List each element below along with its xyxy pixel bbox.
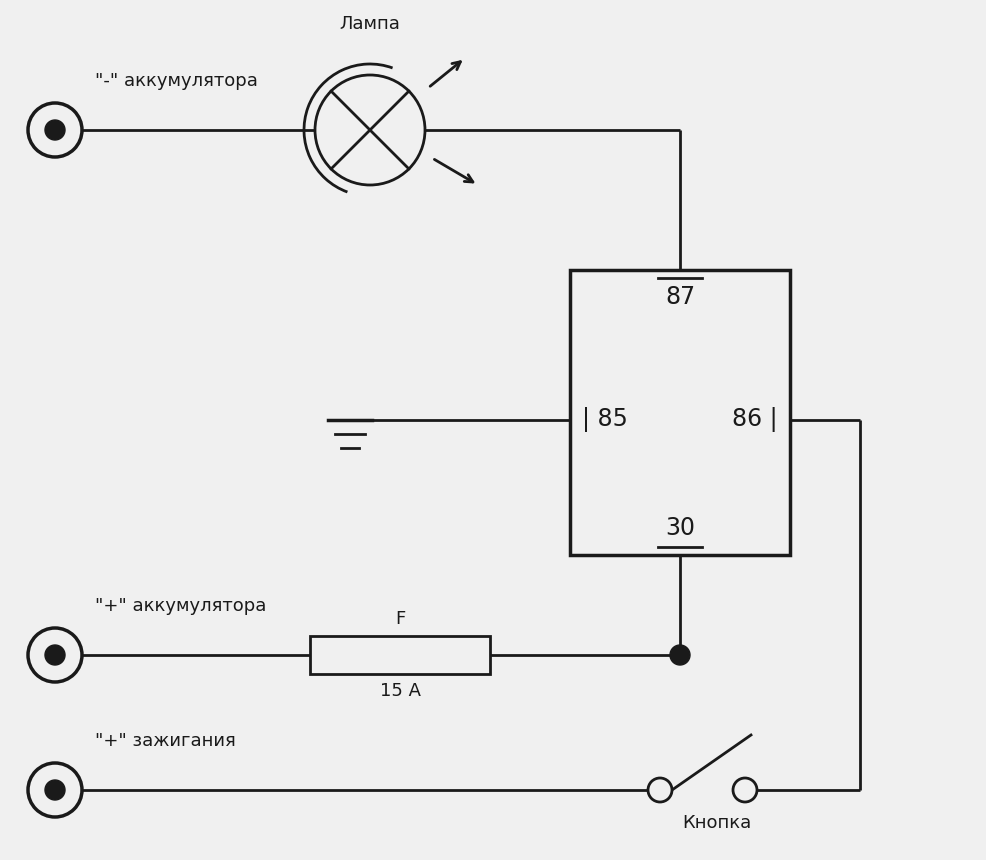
Bar [570, 270, 790, 555]
Circle shape [733, 778, 757, 802]
Circle shape [45, 645, 65, 665]
Text: 15 А: 15 А [380, 682, 420, 700]
Text: "-" аккумулятора: "-" аккумулятора [95, 72, 258, 90]
Circle shape [670, 645, 690, 665]
Text: F: F [394, 610, 405, 628]
Circle shape [648, 778, 672, 802]
Text: "+" аккумулятора: "+" аккумулятора [95, 597, 266, 615]
Text: 87: 87 [665, 285, 695, 309]
Bar [310, 636, 490, 674]
Circle shape [45, 780, 65, 800]
Text: 86 |: 86 | [733, 408, 778, 433]
Circle shape [45, 120, 65, 140]
Text: Кнопка: Кнопка [682, 814, 751, 832]
Text: "+" зажигания: "+" зажигания [95, 732, 236, 750]
Text: 30: 30 [665, 516, 695, 540]
Text: Лампа: Лампа [339, 15, 400, 33]
Text: | 85: | 85 [582, 408, 628, 433]
